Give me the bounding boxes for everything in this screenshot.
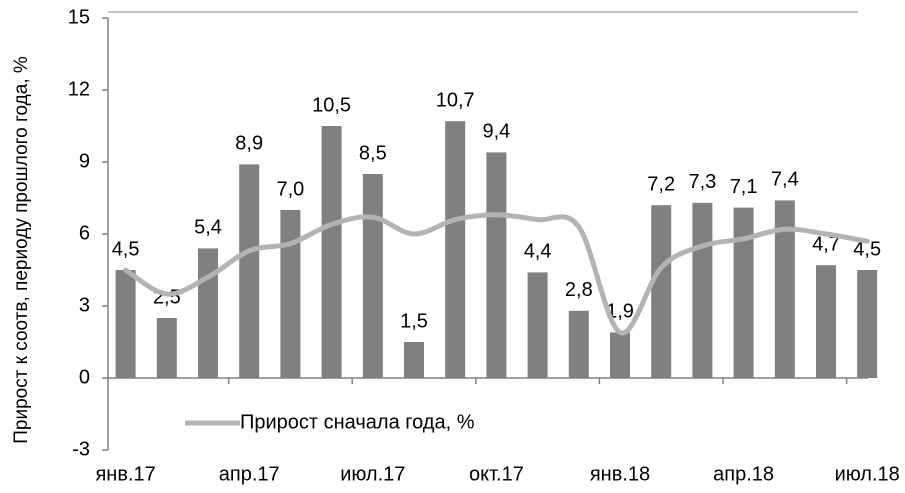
bar — [115, 270, 136, 378]
data-label: 1,9 — [606, 301, 634, 323]
bar — [857, 270, 878, 378]
data-label: 8,9 — [235, 133, 263, 155]
x-tick-label: янв.17 — [95, 463, 155, 485]
x-tick-label: июл.18 — [835, 463, 900, 485]
bar — [610, 332, 630, 378]
bar — [692, 202, 713, 378]
data-label: 9,4 — [482, 121, 510, 143]
y-tick-label: 15 — [68, 6, 90, 28]
y-tick-label: -3 — [72, 438, 90, 460]
bar — [280, 210, 301, 378]
bar — [321, 126, 342, 378]
bar — [816, 265, 836, 378]
data-label: 7,2 — [647, 173, 675, 195]
bar — [568, 310, 589, 378]
data-label: 5,4 — [194, 217, 222, 239]
data-label: 4,5 — [853, 238, 881, 260]
data-label: 7,0 — [276, 178, 304, 200]
x-tick-label: июл.17 — [340, 463, 405, 485]
data-label: 4,5 — [112, 238, 140, 260]
bar — [445, 121, 466, 378]
bar — [362, 174, 383, 378]
x-tick-label: апр.17 — [219, 463, 280, 485]
data-label: 7,4 — [771, 169, 799, 191]
data-label: 4,4 — [524, 241, 552, 263]
bar — [404, 342, 424, 378]
y-tick-label: 0 — [79, 366, 90, 388]
line — [123, 212, 870, 336]
bar — [651, 205, 672, 378]
bar — [527, 272, 548, 378]
data-label: 4,7 — [812, 233, 840, 255]
data-label: 10,5 — [312, 94, 351, 116]
data-label: 7,3 — [688, 171, 716, 193]
y-tick-label: 6 — [79, 222, 90, 244]
bar — [239, 164, 260, 378]
legend-label: Прирост сначала года, % — [240, 411, 475, 433]
x-tick-label: янв.18 — [590, 463, 650, 485]
bar — [486, 152, 507, 378]
bar — [156, 318, 177, 378]
y-tick-label: 12 — [68, 78, 90, 100]
y-tick-label: 9 — [79, 150, 90, 172]
data-label: 2,8 — [565, 279, 593, 301]
data-label: 10,7 — [436, 89, 475, 111]
bar — [733, 207, 754, 378]
bar — [774, 200, 795, 378]
x-tick-label: апр.18 — [713, 463, 774, 485]
x-tick-label: окт.17 — [469, 463, 524, 485]
data-label: 8,5 — [359, 142, 387, 164]
y-axis-label: Прирост к соотв, периоду прошлого года, … — [11, 56, 32, 444]
data-label: 1,5 — [400, 310, 428, 332]
y-tick-label: 3 — [79, 294, 90, 316]
data-label: 7,1 — [730, 176, 758, 198]
bar — [198, 248, 218, 378]
